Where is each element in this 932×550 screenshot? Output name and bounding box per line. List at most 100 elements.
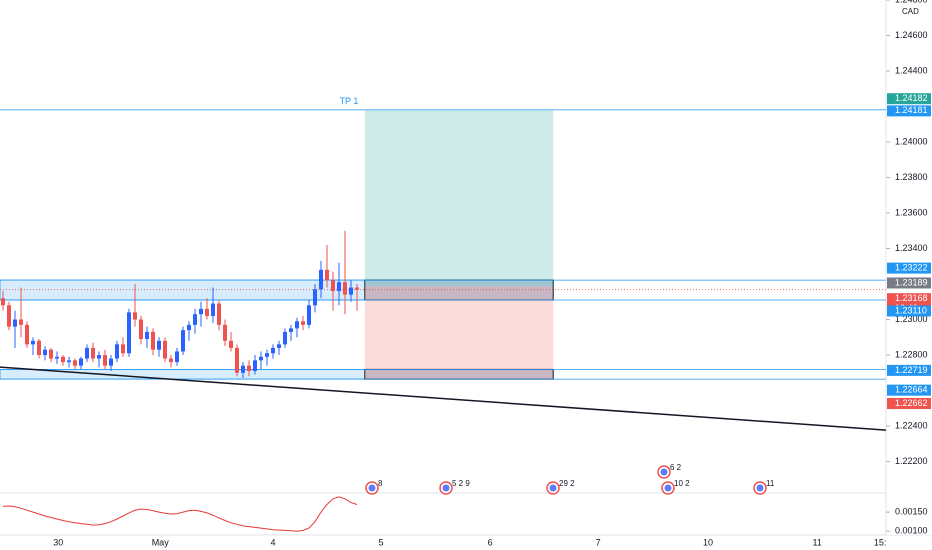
candle-body <box>192 314 197 325</box>
y-tick-label: 1.23600 <box>895 207 928 217</box>
price-label-bg <box>887 384 931 396</box>
price-label-bg <box>887 93 931 105</box>
candle-body <box>78 358 83 366</box>
price-label-bg <box>887 398 931 410</box>
candle-body <box>222 324 227 341</box>
candle-body <box>258 356 263 361</box>
candle-body <box>330 280 335 292</box>
candle-body <box>300 321 305 325</box>
x-tick-label: 10 <box>703 537 713 547</box>
candle-body <box>282 331 287 345</box>
candle-body <box>246 365 251 371</box>
y-tick-label: 1.22200 <box>895 456 928 466</box>
stop-area <box>364 285 554 380</box>
candle-body <box>312 289 317 306</box>
price-label: 1.23110 <box>895 305 927 315</box>
price-label-bg <box>887 305 931 317</box>
candle-body <box>84 347 89 359</box>
x-tick-label: 15: <box>874 537 887 547</box>
candle-body <box>72 360 77 366</box>
y-tick-label: 1.23800 <box>895 172 928 182</box>
candle-body <box>144 331 149 340</box>
candle-body <box>252 360 257 371</box>
price-label: 1.22664 <box>895 385 928 395</box>
x-tick-label: 11 <box>813 537 822 547</box>
candle-body <box>96 355 101 359</box>
candle-body <box>30 340 35 345</box>
event-label: 10 2 <box>674 479 690 488</box>
candle-body <box>234 347 239 373</box>
x-tick-label: 30 <box>53 537 63 547</box>
trendline <box>0 366 887 431</box>
candle-body <box>228 340 233 348</box>
candle-body <box>324 269 329 281</box>
candle-body <box>48 349 53 359</box>
candle-body <box>42 349 47 356</box>
target-area <box>364 109 554 286</box>
event-label: 29 2 <box>559 479 575 488</box>
target-label: TP 1 <box>340 96 359 106</box>
candle-body <box>276 344 281 348</box>
event-icon-inner <box>756 484 764 492</box>
candle-body <box>342 282 347 295</box>
time-axis <box>0 536 932 550</box>
candle-body <box>120 344 125 354</box>
candle-body <box>288 328 293 332</box>
candle-body <box>294 321 299 329</box>
candle-body <box>150 331 155 350</box>
indicator-line <box>2 496 358 532</box>
x-tick-label: 4 <box>270 537 275 547</box>
y-tick-label: 1.23000 <box>895 314 928 324</box>
candle-body <box>306 305 311 325</box>
y-tick-label: 1.24600 <box>895 30 928 40</box>
x-tick-label: 6 <box>488 537 493 547</box>
x-tick-label: May <box>152 537 170 547</box>
candle-body <box>126 312 131 354</box>
candle-body <box>210 303 215 316</box>
price-label: 1.23168 <box>895 293 928 303</box>
candle-body <box>270 347 275 354</box>
currency-label: CAD <box>902 7 919 16</box>
event-icon-inner <box>660 468 668 476</box>
price-label: 1.23222 <box>895 262 928 272</box>
candle-body <box>132 312 137 320</box>
candle-body <box>60 356 65 363</box>
candle-body <box>336 282 341 292</box>
price-label: 1.24181 <box>895 105 928 115</box>
event-label: 5 2 9 <box>452 479 470 488</box>
candle-body <box>180 330 185 352</box>
event-icon-inner <box>664 484 672 492</box>
x-tick-label: 7 <box>596 537 601 547</box>
x-tick-label: 5 <box>378 537 383 547</box>
candle-body <box>102 355 107 366</box>
y-tick-label: 1.24400 <box>895 65 928 75</box>
y-tick-label: 1.22400 <box>895 420 928 430</box>
indicator-tick-label: 0.00100 <box>895 526 928 536</box>
y-tick-label: 1.23400 <box>895 243 928 253</box>
candle-body <box>162 340 167 359</box>
candle-body <box>204 308 209 316</box>
candle-body <box>240 365 245 373</box>
price-label: 1.23189 <box>895 277 928 287</box>
y-tick-label: 1.24000 <box>895 136 928 146</box>
candle-body <box>6 305 11 327</box>
event-label: 11 <box>766 479 775 488</box>
event-label: 6 2 <box>670 463 682 472</box>
candle-body <box>108 358 113 366</box>
event-label: 8 <box>378 479 383 488</box>
candle-body <box>138 319 143 340</box>
candle-body <box>36 340 41 356</box>
candle-body <box>18 319 23 325</box>
candle-body <box>174 351 179 363</box>
candle-body <box>114 344 119 359</box>
candle-body <box>216 303 221 325</box>
price-label-bg <box>887 262 931 274</box>
candle-body <box>90 347 95 359</box>
candle-body <box>198 308 203 315</box>
candle-body <box>54 356 59 359</box>
price-label-bg <box>887 277 931 289</box>
indicator-tick-label: 0.00150 <box>895 507 928 517</box>
candle-body <box>354 287 359 290</box>
